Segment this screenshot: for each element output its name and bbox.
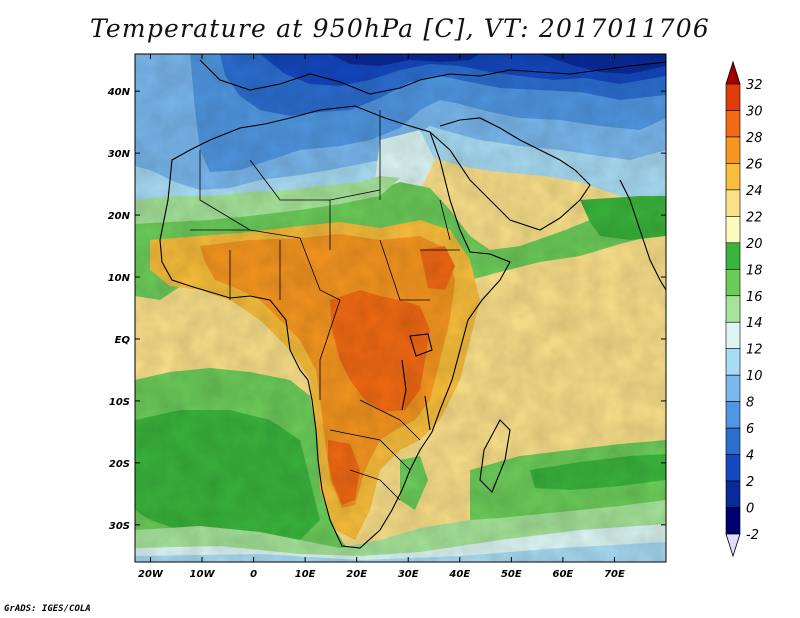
lat-tick-label: EQ xyxy=(115,335,131,346)
colorbar-label: 14 xyxy=(746,316,763,331)
colorbar-block xyxy=(725,163,741,191)
colorbar-label: 28 xyxy=(746,131,763,146)
internal-borders xyxy=(190,110,460,501)
lon-tick-label: 50E xyxy=(501,569,522,580)
colorbar-block xyxy=(725,189,741,217)
lon-tick-label: 30E xyxy=(398,569,419,580)
colorbar-label: 2 xyxy=(746,475,754,490)
lon-tick-label: 20E xyxy=(346,569,367,580)
colorbar-label: 32 xyxy=(746,78,763,93)
coastlines xyxy=(159,59,666,549)
colorbar-label: 8 xyxy=(746,396,754,411)
colorbar-label: 6 xyxy=(746,422,754,437)
lon-tick-label: 40E xyxy=(448,569,470,580)
europe-coastline xyxy=(199,59,666,95)
lon-tick-label: 20W xyxy=(138,569,164,580)
lat-tick-label: 10S xyxy=(109,397,130,408)
lat-tick-label: 40N xyxy=(107,87,131,98)
lake-malawi xyxy=(424,395,431,431)
colorbar-block xyxy=(725,83,741,111)
colorbar-block xyxy=(725,295,741,323)
colorbar-label: 16 xyxy=(746,290,763,305)
map-axes: 20W 10W 0 10E 20E 30E 40E 50E 60E 70E 40N 30N 20N 10N… xyxy=(107,54,666,580)
plot-frame xyxy=(134,53,667,563)
temperature-field xyxy=(135,54,666,562)
colorbar-block xyxy=(725,268,741,297)
colorbar-block xyxy=(725,401,741,429)
colorbar-label: 12 xyxy=(746,343,763,358)
lon-tick-label: 70E xyxy=(604,569,625,580)
map-title: Temperature at 950hPa [C], VT: 201701170… xyxy=(90,14,710,43)
colorbar-label: 0 xyxy=(746,502,754,517)
lat-tick-label: 30N xyxy=(108,149,131,160)
africa-coastline xyxy=(159,105,511,549)
field-texture xyxy=(135,54,666,562)
colorbar-label: -2 xyxy=(746,528,759,543)
colorbar-label: 30 xyxy=(746,104,763,119)
lat-tick-label: 20S xyxy=(109,459,130,470)
colorbar-block xyxy=(725,136,741,164)
colorbar-block xyxy=(725,242,741,270)
colorbar-label: 22 xyxy=(746,210,763,225)
lake-victoria xyxy=(409,333,433,357)
lat-tick-label: 10N xyxy=(108,273,131,284)
colorbar-label: 18 xyxy=(746,263,763,278)
madagascar xyxy=(479,419,511,493)
colorbar-top-triangle xyxy=(725,60,741,85)
colorbar-block xyxy=(725,216,741,244)
colorbar-label: 20 xyxy=(746,237,763,252)
lon-tick-label: 10W xyxy=(190,569,216,580)
lon-tick-label: 10E xyxy=(295,569,316,580)
colorbar-label: 24 xyxy=(746,184,763,199)
colorbar-block xyxy=(725,374,741,402)
lat-tick-label: 20N xyxy=(108,211,131,222)
colorbar-block xyxy=(725,348,741,376)
colorbar-block xyxy=(725,454,741,482)
arabia-coastline xyxy=(429,117,591,231)
colorbar-block xyxy=(725,110,741,138)
colorbar-bottom-triangle xyxy=(725,533,741,558)
lon-tick-label: 60E xyxy=(553,569,574,580)
lon-tick-label: 0 xyxy=(250,569,257,580)
colorbar-label: 26 xyxy=(746,157,763,172)
colorbar-block xyxy=(725,427,741,455)
colorbar-block xyxy=(725,321,741,350)
india-coastline xyxy=(619,179,666,291)
lat-tick-label: 30S xyxy=(109,521,130,532)
grads-credit: GrADS: IGES/COLA xyxy=(4,604,91,614)
colorbar-block xyxy=(725,480,741,508)
colorbar-block xyxy=(725,507,741,535)
colorbar-label: 10 xyxy=(746,369,763,384)
colorbar-label: 4 xyxy=(746,449,754,464)
lake-tanganyika xyxy=(401,359,407,411)
